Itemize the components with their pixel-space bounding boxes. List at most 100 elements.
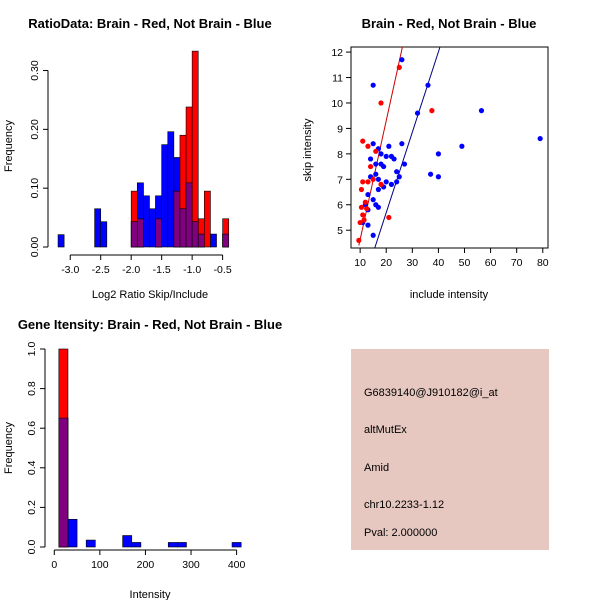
ratio-bar-not-brain (57, 234, 65, 248)
scatter-panel: Brain - Red, Not Brain - Blue include in… (302, 16, 549, 301)
info-panel: G6839140@J910182@i_at altMutEx Amid chr1… (351, 349, 549, 550)
scatter-y-axis-label: skip intensity (302, 118, 314, 181)
intensity-x-tick-label: 300 (182, 559, 200, 571)
ratio-chart-title: RatioData: Brain - Red, Not Brain - Blue (28, 16, 271, 31)
scatter-point-not-brain (375, 176, 381, 182)
scatter-point-not-brain (370, 232, 376, 238)
ratio-bar-overlap (155, 218, 162, 248)
scatter-point-not-brain (537, 135, 543, 142)
scatter-point-brain (358, 186, 365, 193)
ratio-bar-not-brain (149, 208, 156, 248)
ratio-x-tick-label: -2.5 (92, 264, 110, 276)
scatter-point-not-brain (425, 82, 431, 88)
scatter-point-not-brain (375, 186, 381, 193)
ratio-bars (57, 50, 230, 248)
info-panel-background (351, 349, 549, 550)
ratio-x-tick-label: -3.0 (61, 264, 79, 276)
ratio-bar-overlap (130, 221, 138, 248)
scatter-fit-line-not-brain (374, 46, 441, 249)
ratio-y-axis-label: Frequency (3, 120, 15, 172)
ratio-bar-not-brain (161, 144, 169, 248)
scatter-point-brain (362, 199, 368, 205)
scatter-y-tick-label: 9 (337, 123, 343, 135)
scatter-point-brain (357, 219, 363, 226)
scatter-x-tick-label: 80 (537, 257, 549, 269)
ratio-bar-overlap (197, 233, 205, 248)
ratio-bar-not-brain-top (136, 182, 144, 220)
ratio-x-tick-label: -1.5 (153, 264, 171, 276)
scatter-point-not-brain (365, 222, 371, 228)
ratio-bar-brain (204, 190, 211, 248)
scatter-point-not-brain (370, 141, 376, 147)
scatter-point-not-brain (370, 82, 376, 88)
intensity-y-tick-label: 0.0 (26, 540, 38, 555)
intensity-bar-overlap (58, 417, 69, 548)
scatter-point-not-brain (427, 171, 434, 177)
ratio-histogram-panel: RatioData: Brain - Red, Not Brain - Blue… (3, 16, 272, 301)
scatter-point-not-brain (367, 156, 374, 162)
scatter-point-not-brain (414, 110, 421, 116)
intensity-y-tick-label: 0.8 (26, 381, 38, 396)
scatter-point-not-brain (383, 179, 389, 185)
intensity-x-tick-label: 200 (137, 559, 155, 571)
scatter-point-brain (365, 179, 371, 185)
scatter-x-tick-label: 40 (433, 257, 445, 269)
scatter-y-tick-label: 8 (337, 149, 343, 161)
scatter-y-tick-label: 5 (337, 225, 343, 237)
intensity-bar-not-brain (131, 542, 142, 548)
scatter-fit-lines (358, 46, 441, 249)
scatter-point-not-brain (378, 151, 384, 157)
ratio-bar-overlap (136, 218, 144, 248)
intensity-y-tick-label: 0.4 (26, 460, 38, 475)
intensity-bar-not-brain (167, 542, 178, 548)
scatter-point-not-brain (435, 174, 442, 180)
scatter-point-brain (373, 148, 379, 154)
scatter-point-brain (361, 217, 367, 223)
scatter-point-not-brain (394, 169, 400, 175)
event-type-text: altMutEx (364, 424, 407, 436)
scatter-point-not-brain (401, 161, 408, 167)
intensity-x-tick-label: 100 (91, 559, 109, 571)
scatter-point-not-brain (370, 197, 376, 203)
scatter-y-tick-label: 12 (331, 47, 343, 59)
ratio-x-tick-label: -0.5 (214, 264, 232, 276)
ratio-bar-not-brain-top (173, 157, 181, 192)
probe-id-text: G6839140@J910182@i_at (364, 387, 498, 399)
scatter-chart-title: Brain - Red, Not Brain - Blue (362, 16, 537, 31)
scatter-point-not-brain (394, 179, 400, 185)
scatter-y-tick-label: 11 (332, 73, 343, 85)
ratio-x-tick-label: -2.0 (122, 264, 140, 276)
scatter-y-tick-label: 10 (331, 98, 343, 110)
ratio-x-tick-label: -1.0 (183, 264, 201, 276)
scatter-point-brain (378, 181, 384, 187)
intensity-bar-not-brain (85, 539, 96, 548)
intensity-bars (58, 348, 242, 548)
ratio-x-axis-label: Log2 Ratio Skip/Include (92, 289, 208, 301)
intensity-x-tick-label: 0 (51, 559, 57, 571)
ratio-bar-not-brain (167, 131, 175, 248)
scatter-y-tick-label: 6 (337, 200, 343, 212)
intensity-y-tick-label: 1.0 (26, 342, 38, 357)
scatter-point-not-brain (459, 143, 465, 149)
intensity-bar-not-brain (231, 542, 242, 548)
scatter-fit-line-brain (358, 46, 403, 246)
ratio-y-tick-label: 0.10 (29, 178, 41, 199)
scatter-x-tick-label: 20 (380, 257, 392, 269)
scatter-point-brain (358, 204, 365, 210)
scatter-point-not-brain (365, 191, 371, 198)
ratio-bar-not-brain (94, 208, 102, 248)
intensity-axes: 0 100 200 300 400 0.0 0.2 0.4 0.6 0.8 1.0 (26, 342, 246, 571)
scatter-point-brain (360, 179, 366, 185)
scatter-point-brain (429, 108, 435, 114)
scatter-point-not-brain (478, 108, 485, 114)
scatter-point-brain (378, 100, 384, 106)
scatter-x-tick-label: 70 (511, 257, 523, 269)
ratio-bar-overlap (185, 182, 193, 248)
intensity-x-tick-label: 400 (228, 559, 246, 571)
scatter-x-tick-label: 10 (354, 257, 366, 269)
scatter-point-not-brain (399, 57, 405, 63)
scatter-point-not-brain (396, 174, 402, 180)
ratio-y-tick-label: 0.20 (29, 119, 41, 140)
intensity-bar-not-brain (177, 542, 187, 548)
ratio-bar-not-brain (143, 195, 150, 248)
